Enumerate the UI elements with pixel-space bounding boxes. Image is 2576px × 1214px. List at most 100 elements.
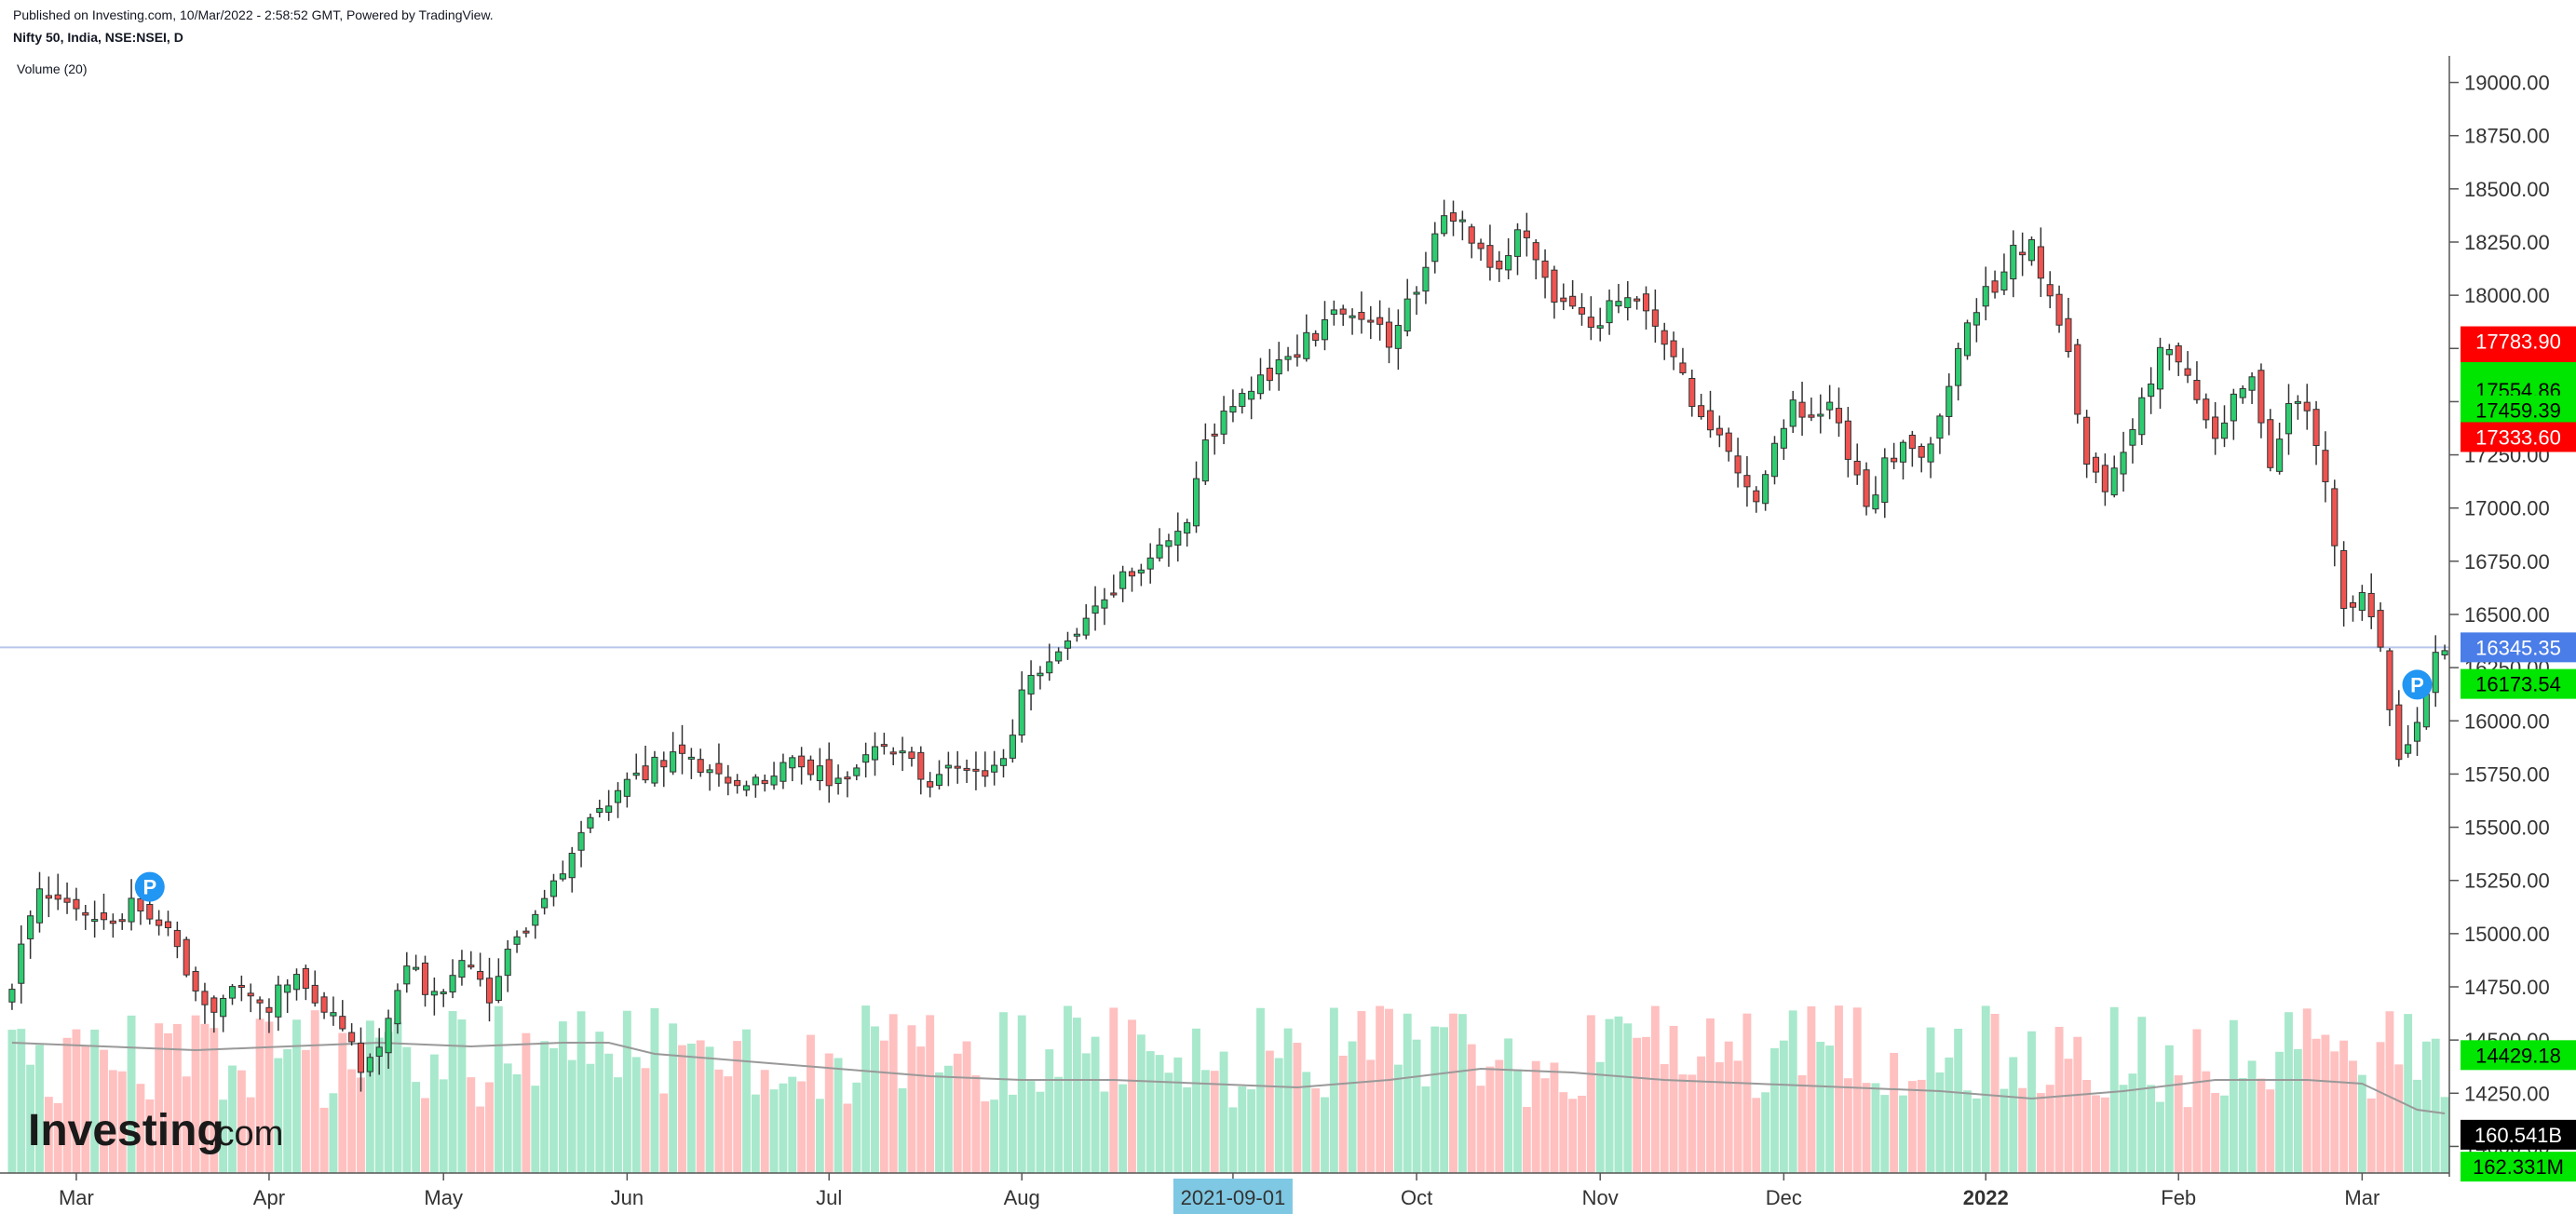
volume-bar bbox=[962, 1041, 971, 1173]
candle bbox=[780, 753, 787, 789]
volume-bar bbox=[631, 1057, 641, 1173]
time-tick-label: Nov bbox=[1582, 1186, 1619, 1209]
volume-bar bbox=[292, 1019, 301, 1173]
logo-suffix: .com bbox=[207, 1114, 283, 1153]
candle bbox=[871, 732, 879, 776]
volume-bar bbox=[182, 1076, 191, 1173]
volume-bar bbox=[200, 1023, 210, 1173]
candle bbox=[2027, 236, 2036, 266]
candle bbox=[421, 955, 429, 1007]
volume-bar bbox=[228, 1065, 237, 1173]
candle bbox=[2413, 707, 2421, 756]
candle bbox=[2230, 388, 2237, 440]
volume-bar bbox=[2321, 1034, 2330, 1173]
candle bbox=[311, 970, 319, 1007]
volume-bar bbox=[1513, 1069, 1522, 1173]
candle bbox=[1881, 448, 1889, 519]
volume-bar bbox=[2054, 1026, 2064, 1173]
volume-bar bbox=[696, 1040, 705, 1173]
volume-bar bbox=[2312, 1038, 2321, 1173]
volume-bar bbox=[999, 1012, 1008, 1173]
volume-bar bbox=[815, 1099, 824, 1173]
volume-bar bbox=[834, 1058, 843, 1173]
candle bbox=[1955, 343, 1962, 401]
candle bbox=[1505, 237, 1512, 280]
candle bbox=[2432, 635, 2439, 708]
volume-bar bbox=[210, 1028, 219, 1173]
candle bbox=[513, 930, 521, 953]
candle bbox=[477, 952, 484, 987]
candle bbox=[1946, 373, 1953, 436]
time-tick-label: Jul bbox=[816, 1186, 842, 1209]
candle bbox=[1312, 330, 1320, 347]
volume-bar bbox=[1054, 1076, 1064, 1173]
candle bbox=[1863, 462, 1870, 516]
candle bbox=[183, 937, 190, 978]
time-tick-label: 2021-09-01 bbox=[1181, 1186, 1286, 1209]
volume-bar bbox=[2257, 1078, 2266, 1173]
candle bbox=[1101, 587, 1108, 626]
volume-bar bbox=[990, 1099, 999, 1173]
volume-bar bbox=[1890, 1052, 1899, 1173]
candle bbox=[687, 748, 695, 779]
volume-bar bbox=[374, 1037, 384, 1173]
volume-bar bbox=[329, 1093, 338, 1173]
candle bbox=[339, 1000, 346, 1032]
volume-bar bbox=[1256, 1007, 1265, 1173]
candle bbox=[2083, 410, 2091, 479]
volume-bar bbox=[2027, 1031, 2036, 1173]
volume-bar bbox=[549, 1047, 558, 1173]
volume-bar bbox=[1412, 1039, 1421, 1173]
candle bbox=[2239, 384, 2246, 404]
p-marker[interactable]: P bbox=[134, 871, 165, 902]
volume-bar bbox=[2357, 1074, 2366, 1173]
candle bbox=[1513, 223, 1522, 276]
candle bbox=[1899, 439, 1907, 479]
candle bbox=[1569, 279, 1577, 309]
volume-bar bbox=[1669, 1025, 1678, 1173]
candle bbox=[468, 951, 475, 970]
candle bbox=[35, 871, 44, 933]
volume-bar bbox=[246, 1097, 255, 1173]
volume-bar bbox=[1724, 1041, 1733, 1173]
candle bbox=[413, 954, 420, 972]
volume-bar bbox=[2421, 1041, 2431, 1173]
candle bbox=[1918, 443, 1925, 473]
volume-bar bbox=[1880, 1095, 1890, 1173]
volume-bar bbox=[2394, 1064, 2404, 1173]
candle bbox=[1137, 563, 1145, 587]
candle bbox=[1780, 419, 1787, 460]
candle bbox=[2248, 371, 2256, 404]
volume-bar bbox=[2192, 1029, 2202, 1173]
volume-bar bbox=[614, 1077, 622, 1173]
volume-bar bbox=[2339, 1040, 2349, 1173]
candle bbox=[2065, 297, 2072, 358]
volume-bar bbox=[1064, 1005, 1072, 1173]
candle bbox=[2312, 400, 2320, 465]
volume-bar bbox=[650, 1007, 659, 1173]
candle bbox=[385, 1009, 392, 1070]
p-markers[interactable]: PP bbox=[134, 669, 2433, 902]
volume-bar bbox=[301, 1049, 310, 1173]
volume-bar bbox=[595, 1032, 604, 1173]
volume-bar bbox=[2036, 1093, 2045, 1173]
candle bbox=[944, 751, 952, 787]
volume-bar bbox=[2293, 1048, 2302, 1173]
volume-bar bbox=[1605, 1018, 1614, 1173]
p-marker[interactable]: P bbox=[2402, 669, 2433, 700]
candle bbox=[742, 780, 751, 797]
volume-ma-line bbox=[11, 1041, 2446, 1114]
candle bbox=[2010, 230, 2017, 298]
candle bbox=[1551, 265, 1558, 319]
volume-bar bbox=[1568, 1099, 1578, 1173]
candle bbox=[45, 876, 52, 918]
price-tick-label: 17000.00 bbox=[2464, 497, 2550, 520]
volume-bar bbox=[1788, 1010, 1797, 1173]
candle bbox=[458, 950, 466, 986]
candle bbox=[1367, 305, 1375, 340]
candle bbox=[1064, 631, 1072, 660]
volume-bar bbox=[907, 1025, 916, 1173]
candle bbox=[541, 889, 549, 915]
candle bbox=[403, 951, 411, 993]
